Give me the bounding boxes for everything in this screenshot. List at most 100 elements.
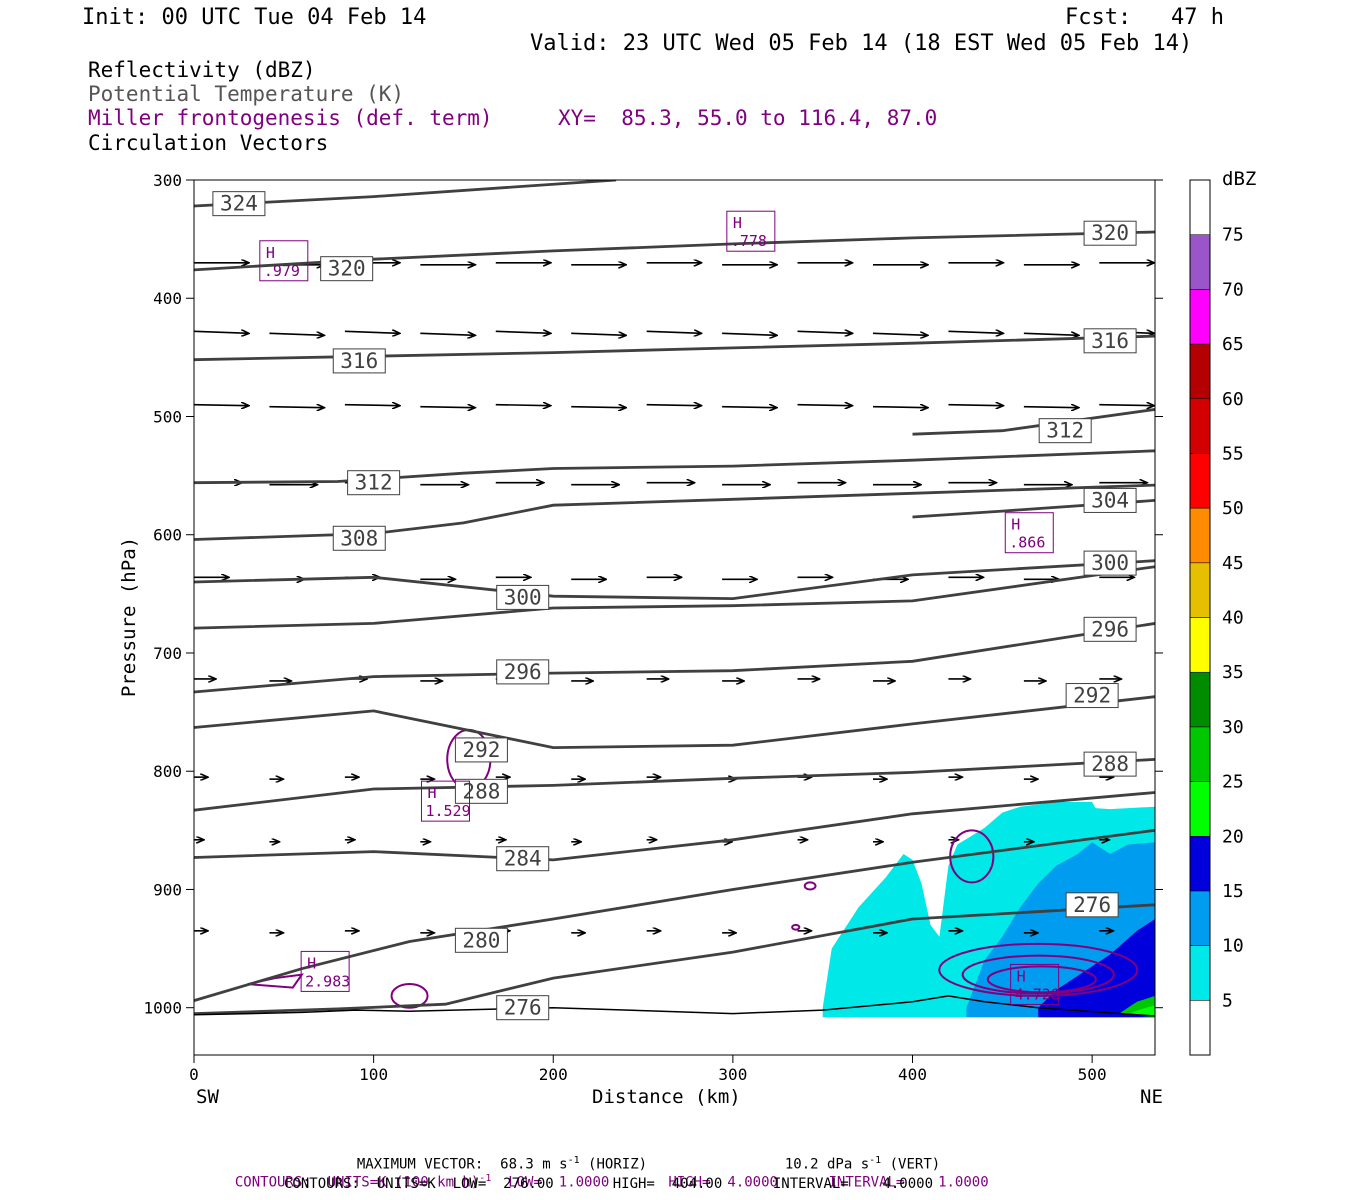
init-time: Init: 00 UTC Tue 04 Feb 14	[82, 5, 427, 30]
colorbar-swatch	[1189, 289, 1211, 345]
theta-label-276: 276	[1073, 893, 1111, 917]
fronto-max-h: H	[307, 954, 316, 972]
theta-label-292: 292	[1073, 684, 1111, 708]
max-vector-horiz-tail: (HORIZ)	[579, 1156, 648, 1173]
vector-arrow	[872, 333, 928, 335]
colorbar-swatch	[1189, 890, 1211, 946]
vector-arrow	[797, 405, 853, 406]
vector-arrow	[194, 405, 249, 406]
y-tick-label: 600	[153, 526, 182, 545]
y-tick-label: 400	[153, 289, 182, 308]
vector-arrow	[872, 407, 928, 408]
colorbar-level-70: 70	[1222, 279, 1244, 300]
vector-arrow	[495, 405, 551, 406]
vector-arrow	[722, 333, 777, 335]
y-tick-label: 900	[153, 880, 182, 899]
cross-section-chart: 3243203203163163123123083043003002962962…	[143, 171, 1244, 1084]
colorbar-level-15: 15	[1222, 881, 1244, 902]
footer-theta-contours: CONTOURS: UNITS=K LOW= 276.00 HIGH= 404.…	[284, 1176, 934, 1192]
colorbar-level-25: 25	[1222, 772, 1244, 793]
y-tick-label: 800	[153, 762, 182, 781]
fronto-max-value: .979	[264, 262, 300, 280]
colorbar-swatch	[1189, 617, 1211, 673]
x-tick-label: 200	[539, 1065, 568, 1084]
colorbar-swatch	[1189, 781, 1211, 837]
fronto-max-h: H	[1017, 967, 1026, 985]
vector-arrow	[344, 331, 400, 333]
fronto-max-value: 2.983	[305, 972, 350, 990]
x-tick-label: 400	[898, 1065, 927, 1084]
vector-arrow	[571, 333, 626, 335]
vector-arrow	[420, 333, 475, 335]
fronto-max-h: H	[733, 214, 742, 232]
fronto-contour	[803, 881, 817, 891]
theta-label-box	[496, 584, 550, 610]
colorbar-swatch	[1189, 726, 1211, 782]
colorbar-swatch	[1189, 1000, 1211, 1056]
theta-label-box	[496, 846, 550, 872]
colorbar-level-5: 5	[1222, 990, 1233, 1011]
fronto-max-value: .778	[731, 232, 767, 250]
theta-label-box	[320, 256, 374, 282]
field-vectors: Circulation Vectors	[88, 131, 329, 155]
colorbar-swatch	[1189, 398, 1211, 454]
terrain-line	[194, 995, 1155, 1017]
colorbar-level-75: 75	[1222, 225, 1244, 246]
fronto-max-box	[420, 780, 470, 822]
theta-label-box	[454, 778, 508, 804]
vector-arrow	[344, 405, 400, 406]
theta-label-304: 304	[1091, 488, 1129, 512]
y-tick-label: 1000	[143, 999, 182, 1018]
footer-max-vector: MAXIMUM VECTOR: 68.3 m s-1 (HORIZ)	[340, 1139, 647, 1173]
colorbar-level-30: 30	[1222, 717, 1244, 738]
theta-label-296: 296	[1091, 617, 1129, 641]
theta-label-284: 284	[504, 847, 542, 871]
theta-label-320: 320	[328, 257, 366, 281]
theta-label-324: 324	[220, 192, 258, 216]
theta-label-box	[1083, 751, 1137, 777]
field-reflectivity: Reflectivity (dBZ)	[88, 58, 316, 82]
colorbar-swatch	[1189, 836, 1211, 892]
colorbar-level-55: 55	[1222, 443, 1244, 464]
colorbar-level-20: 20	[1222, 826, 1244, 847]
theta-label-296: 296	[504, 660, 542, 684]
vector-arrow	[571, 407, 626, 408]
colorbar-swatch	[1189, 179, 1211, 235]
theta-label-276: 276	[504, 996, 542, 1020]
theta-contour-296	[194, 622, 1155, 694]
theta-contour-284	[194, 791, 1155, 862]
theta-label-box	[1083, 220, 1137, 246]
colorbar-level-45: 45	[1222, 553, 1244, 574]
fronto-contour	[961, 954, 1115, 995]
vector-arrow	[646, 331, 702, 333]
theta-contour-276	[194, 903, 1155, 1015]
theta-label-292: 292	[462, 738, 500, 762]
colorbar-swatch	[1189, 671, 1211, 728]
x-tick-label: 0	[189, 1065, 199, 1084]
fronto-contour	[986, 965, 1097, 994]
fronto-max-h: H	[266, 244, 275, 262]
fronto-max-box	[1010, 963, 1060, 1005]
theta-label-box	[212, 191, 266, 217]
theta-label-box	[496, 995, 550, 1021]
theta-contour-292	[194, 695, 1155, 750]
theta-label-box	[1038, 418, 1092, 444]
max-vector-vert-sup: -1	[869, 1155, 882, 1166]
theta-contour-312	[194, 449, 1155, 485]
colorbar-swatch	[1189, 453, 1211, 509]
fronto-contour-units: CONTOURS: UNITS=K (100 km h)	[234, 1174, 480, 1191]
footer-max-vector-vert: 10.2 dPa s-1 (VERT)	[768, 1139, 940, 1173]
fronto-max-box	[1004, 512, 1054, 554]
y-tick-label: 700	[153, 644, 182, 663]
vector-arrow	[797, 331, 853, 333]
field-theta: Potential Temperature (K)	[88, 82, 405, 106]
theta-label-box	[454, 737, 508, 763]
fronto-contour-sup: -1	[479, 1173, 492, 1184]
fronto-max-value: 4.728	[1015, 985, 1060, 1003]
axes: 300 400 500 600 700 800 900 1000 0 100 200 300 400 50…	[143, 171, 1163, 1084]
theta-contour-296	[194, 565, 1155, 630]
x-tick-label: 500	[1078, 1065, 1107, 1084]
y-tick-label: 300	[153, 171, 182, 190]
fronto-contour	[390, 983, 429, 1009]
